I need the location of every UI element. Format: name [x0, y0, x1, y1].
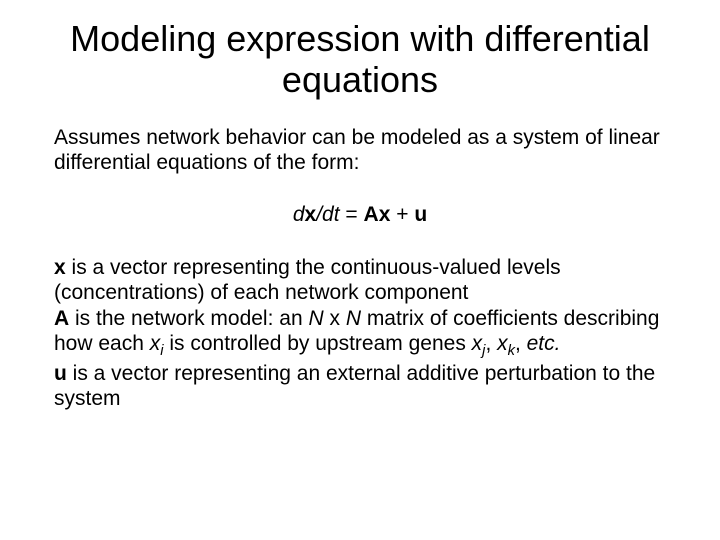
def-A-N2: N	[346, 307, 361, 330]
def-A-xi-x: x	[150, 332, 161, 355]
eq-A: A	[364, 203, 379, 226]
def-A-text5: ,	[485, 332, 497, 355]
eq-lhs-x: x	[305, 203, 317, 226]
eq-lhs-dt: /dt	[316, 203, 339, 226]
def-A-text6: ,	[515, 332, 527, 355]
def-A-symbol: A	[54, 307, 69, 330]
slide: Modeling expression with differential eq…	[0, 0, 720, 540]
def-u-text: is a vector representing an external add…	[54, 362, 655, 410]
def-A-xj-x: x	[472, 332, 483, 355]
def-u-symbol: u	[54, 362, 67, 385]
eq-lhs-d: d	[293, 203, 305, 226]
eq-u: u	[414, 203, 427, 226]
def-A-xk-x: x	[497, 332, 508, 355]
def-A-N1: N	[308, 307, 323, 330]
eq-x: x	[379, 203, 391, 226]
eq-equals: =	[340, 203, 364, 226]
def-A-xk-k: k	[508, 343, 515, 359]
def-A-text4: is controlled by upstream genes	[164, 332, 472, 355]
def-A-text1: is the network model: an	[69, 307, 308, 330]
def-A-etc: etc.	[527, 332, 561, 355]
intro-paragraph: Assumes network behavior can be modeled …	[54, 125, 666, 175]
eq-plus: +	[390, 203, 414, 226]
definitions: x is a vector representing the continuou…	[54, 255, 666, 411]
def-x-symbol: x	[54, 256, 66, 279]
def-A-text2: x	[324, 307, 346, 330]
equation: dx/dt = Ax + u	[54, 203, 666, 227]
slide-title: Modeling expression with differential eq…	[54, 18, 666, 101]
def-x-text: is a vector representing the continuous-…	[54, 256, 561, 304]
